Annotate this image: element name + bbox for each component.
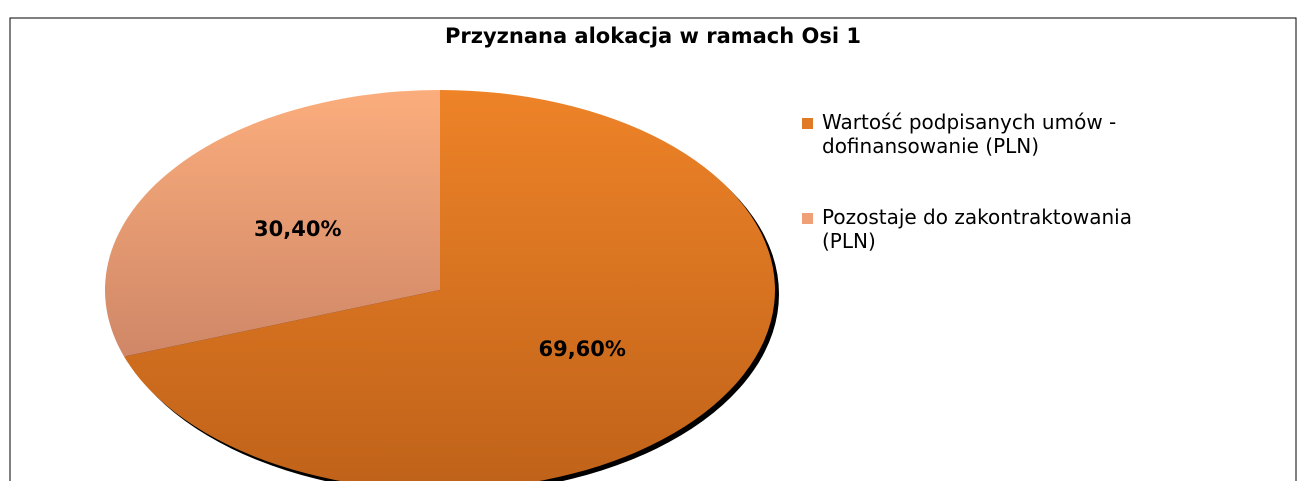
legend-swatch bbox=[802, 118, 813, 129]
legend-label: Wartość podpisanych umów - dofinansowani… bbox=[822, 110, 1117, 158]
pie: 69,60% 30,40% bbox=[104, 90, 779, 481]
chart-title: Przyznana alokacja w ramach Osi 1 bbox=[445, 24, 861, 48]
data-label: 30,40% bbox=[254, 217, 341, 241]
legend-item: Pozostaje do zakontraktowania (PLN) bbox=[800, 205, 1182, 253]
data-label: 69,60% bbox=[538, 337, 625, 361]
legend-swatch bbox=[802, 213, 813, 224]
pie-slice bbox=[104, 90, 441, 357]
legend-item: Wartość podpisanych umów - dofinansowani… bbox=[800, 110, 1182, 158]
legend-label: Pozostaje do zakontraktowania (PLN) bbox=[822, 205, 1132, 253]
pie-slice bbox=[124, 90, 775, 481]
